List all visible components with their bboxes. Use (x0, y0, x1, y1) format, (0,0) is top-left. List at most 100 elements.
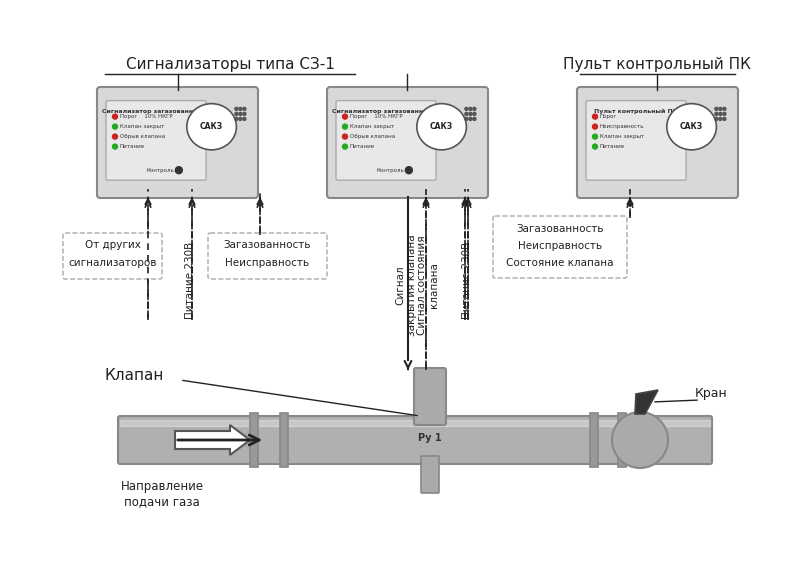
Circle shape (723, 118, 726, 120)
FancyBboxPatch shape (63, 233, 162, 279)
Circle shape (243, 118, 246, 120)
Circle shape (469, 113, 472, 115)
Circle shape (469, 108, 472, 110)
FancyBboxPatch shape (414, 368, 446, 425)
Text: сигнализаторов: сигнализаторов (68, 258, 157, 268)
Circle shape (235, 108, 238, 110)
Text: Клапан: Клапан (105, 368, 164, 382)
Circle shape (715, 108, 718, 110)
Bar (590, 413, 598, 467)
Circle shape (175, 167, 182, 174)
Ellipse shape (186, 104, 237, 150)
Text: Питание: Питание (120, 144, 145, 149)
Text: Сигнализаторы типа СЗ-1: Сигнализаторы типа СЗ-1 (126, 57, 334, 72)
Text: Пульт контрольный ПК: Пульт контрольный ПК (594, 109, 678, 114)
FancyBboxPatch shape (97, 87, 258, 198)
Circle shape (719, 118, 722, 120)
Text: Питание: Питание (600, 144, 625, 149)
Circle shape (593, 114, 598, 119)
Polygon shape (635, 390, 658, 414)
Text: Неисправность: Неисправность (600, 124, 645, 129)
Circle shape (465, 108, 468, 110)
Circle shape (342, 124, 347, 129)
Text: САКЗ: САКЗ (430, 122, 453, 131)
Circle shape (239, 108, 242, 110)
Circle shape (235, 118, 238, 120)
Ellipse shape (667, 104, 717, 150)
Circle shape (473, 118, 476, 120)
Circle shape (239, 113, 242, 115)
Text: Порог: Порог (600, 114, 618, 119)
Text: Пульт контрольный ПК: Пульт контрольный ПК (563, 57, 751, 72)
Circle shape (593, 144, 598, 149)
Circle shape (719, 113, 722, 115)
Circle shape (723, 113, 726, 115)
Text: Сигнализатор загазованности: Сигнализатор загазованности (102, 109, 210, 114)
Bar (250, 413, 258, 467)
Circle shape (473, 113, 476, 115)
Circle shape (342, 114, 347, 119)
Bar (120, 420, 710, 426)
FancyBboxPatch shape (586, 101, 686, 180)
FancyBboxPatch shape (493, 216, 627, 278)
Text: Питание 230В: Питание 230В (462, 242, 472, 319)
Bar (618, 413, 626, 467)
Circle shape (406, 167, 412, 174)
Circle shape (239, 118, 242, 120)
Text: САКЗ: САКЗ (200, 122, 223, 131)
Text: Направление
подачи газа: Направление подачи газа (121, 480, 203, 508)
Circle shape (612, 412, 668, 468)
Text: Контроль: Контроль (147, 168, 174, 173)
Circle shape (473, 108, 476, 110)
FancyBboxPatch shape (327, 87, 488, 198)
Circle shape (342, 144, 347, 149)
Text: Сигнал состояния
клапана: Сигнал состояния клапана (418, 235, 438, 335)
Text: Загазованность: Загазованность (224, 240, 311, 250)
Text: Питание 230В: Питание 230В (185, 242, 195, 319)
Bar (280, 413, 288, 467)
Text: Обрыв клапана: Обрыв клапана (350, 134, 395, 139)
Circle shape (715, 113, 718, 115)
Circle shape (342, 134, 347, 139)
Text: Сигнал
закрытия клапана: Сигнал закрытия клапана (395, 234, 417, 336)
Text: САКЗ: САКЗ (680, 122, 703, 131)
FancyBboxPatch shape (106, 101, 206, 180)
FancyBboxPatch shape (118, 416, 712, 464)
Text: Состояние клапана: Состояние клапана (506, 258, 614, 268)
Circle shape (593, 124, 598, 129)
Text: Питание: Питание (350, 144, 375, 149)
FancyBboxPatch shape (577, 87, 738, 198)
Circle shape (113, 144, 118, 149)
Circle shape (593, 134, 598, 139)
Ellipse shape (417, 104, 466, 150)
Circle shape (235, 113, 238, 115)
FancyArrow shape (175, 425, 250, 455)
Text: Клапан закрыт: Клапан закрыт (350, 124, 394, 129)
FancyBboxPatch shape (336, 101, 436, 180)
Text: Порог    10% НКГР: Порог 10% НКГР (350, 114, 402, 119)
Text: Обрыв клапана: Обрыв клапана (120, 134, 166, 139)
Text: Клапан закрыт: Клапан закрыт (600, 134, 644, 139)
Circle shape (469, 118, 472, 120)
Text: Сигнализатор загазованности: Сигнализатор загазованности (333, 109, 440, 114)
Circle shape (243, 108, 246, 110)
Circle shape (723, 108, 726, 110)
Circle shape (113, 124, 118, 129)
Circle shape (715, 118, 718, 120)
Circle shape (113, 134, 118, 139)
Circle shape (719, 108, 722, 110)
Circle shape (465, 118, 468, 120)
Text: Ру 1: Ру 1 (418, 433, 442, 443)
Text: Загазованность: Загазованность (516, 224, 604, 234)
Text: Контроль: Контроль (377, 168, 405, 173)
Text: Порог    10% НКГР: Порог 10% НКГР (120, 114, 173, 119)
FancyBboxPatch shape (208, 233, 327, 279)
Text: От других: От других (85, 240, 141, 250)
Circle shape (465, 113, 468, 115)
Circle shape (113, 114, 118, 119)
Text: Клапан закрыт: Клапан закрыт (120, 124, 164, 129)
FancyBboxPatch shape (421, 456, 439, 493)
Text: Кран: Кран (695, 387, 728, 400)
Text: Неисправность: Неисправность (226, 258, 310, 268)
Circle shape (243, 113, 246, 115)
